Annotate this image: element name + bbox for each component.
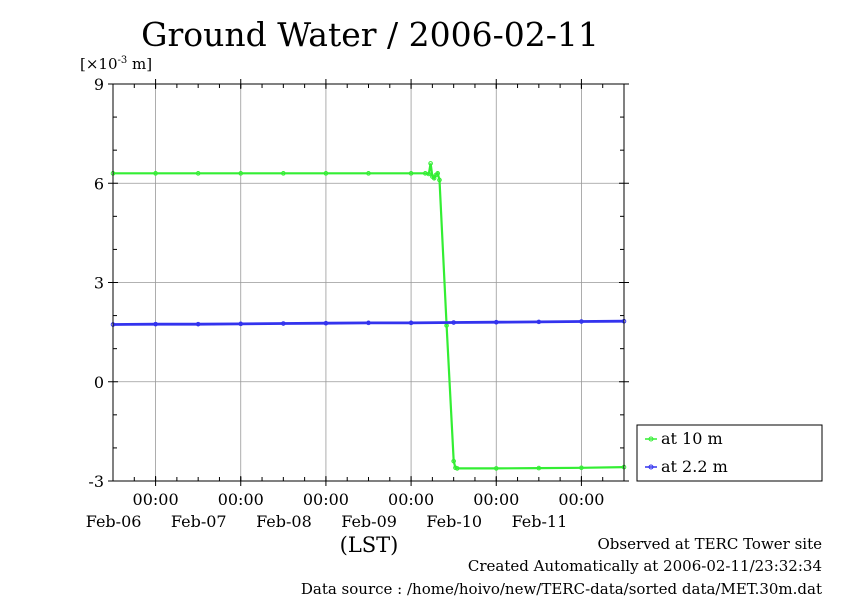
y-tick-label: -3: [88, 472, 104, 491]
x-tick-date: Feb-07: [171, 512, 227, 531]
series-line: [113, 163, 625, 470]
data-point: [195, 321, 201, 327]
legend: at 10 m at 2.2 m: [636, 424, 823, 482]
x-tick-date: Feb-11: [512, 512, 568, 531]
legend-swatch-marker: [648, 464, 654, 470]
x-tick-date: Feb-08: [256, 512, 312, 531]
data-point: [536, 465, 542, 471]
data-point: [579, 319, 584, 324]
data-point: [366, 320, 371, 326]
data-point: [536, 319, 542, 325]
chart-title: Ground Water / 2006-02-11: [141, 15, 599, 54]
y-tick-label: 6: [94, 174, 104, 193]
data-point: [493, 466, 499, 471]
data-point: [451, 458, 456, 464]
y-axis-unit: [×10-3 m]: [80, 55, 152, 73]
data-point: [408, 171, 414, 176]
legend-label: at 2.2 m: [661, 457, 728, 476]
data-point: [238, 171, 244, 176]
grid-lines: [113, 84, 624, 481]
y-tick-label: 3: [94, 274, 104, 293]
legend-box: [636, 424, 823, 482]
data-point: [281, 321, 286, 326]
data-point: [437, 177, 442, 183]
data-point: [366, 171, 371, 176]
series-line: [112, 319, 625, 326]
series-layer: [110, 161, 627, 471]
data-point: [493, 319, 499, 325]
legend-swatch-marker: [648, 436, 654, 442]
x-tick-hour: 00:00: [558, 490, 604, 509]
y-tick-label: 9: [94, 75, 104, 94]
x-tick-hour: 00:00: [303, 490, 349, 509]
data-point: [431, 175, 437, 181]
x-tick-labels: 00:00 Feb-06 00:00 Feb-07 00:00 Feb-08 00:00 Fe…: [86, 490, 605, 531]
x-tick-hour: 00:00: [473, 490, 519, 509]
data-point: [579, 465, 584, 471]
footer-observed: Observed at TERC Tower site: [597, 535, 822, 553]
data-point: [451, 320, 456, 325]
data-point: [428, 161, 433, 166]
data-point: [408, 320, 414, 326]
y-tick-label: 0: [94, 373, 104, 392]
data-point: [426, 171, 432, 177]
data-point: [238, 321, 244, 327]
data-point: [323, 320, 329, 326]
data-point: [454, 466, 460, 471]
x-tick-date: Feb-06: [86, 512, 142, 531]
footer-source: Data source : /home/hoivo/new/TERC-data/…: [300, 580, 822, 598]
data-point: [435, 171, 440, 176]
x-tick-hour: 00:00: [388, 490, 434, 509]
axis-ticks: [108, 79, 629, 486]
x-tick-hour: 00:00: [218, 490, 264, 509]
y-tick-labels: 9 6 3 0 -3: [88, 75, 104, 491]
data-point: [323, 171, 329, 176]
data-point: [195, 171, 201, 176]
data-point: [153, 171, 158, 176]
footer-created: Created Automatically at 2006-02-11/23:3…: [467, 557, 822, 575]
x-tick-hour: 00:00: [133, 490, 179, 509]
legend-label: at 10 m: [661, 429, 723, 448]
x-tick-date: Feb-10: [426, 512, 482, 531]
x-tick-date: Feb-09: [341, 512, 397, 531]
x-axis-label: (LST): [340, 533, 399, 557]
data-point: [153, 321, 158, 327]
data-point: [281, 171, 286, 176]
